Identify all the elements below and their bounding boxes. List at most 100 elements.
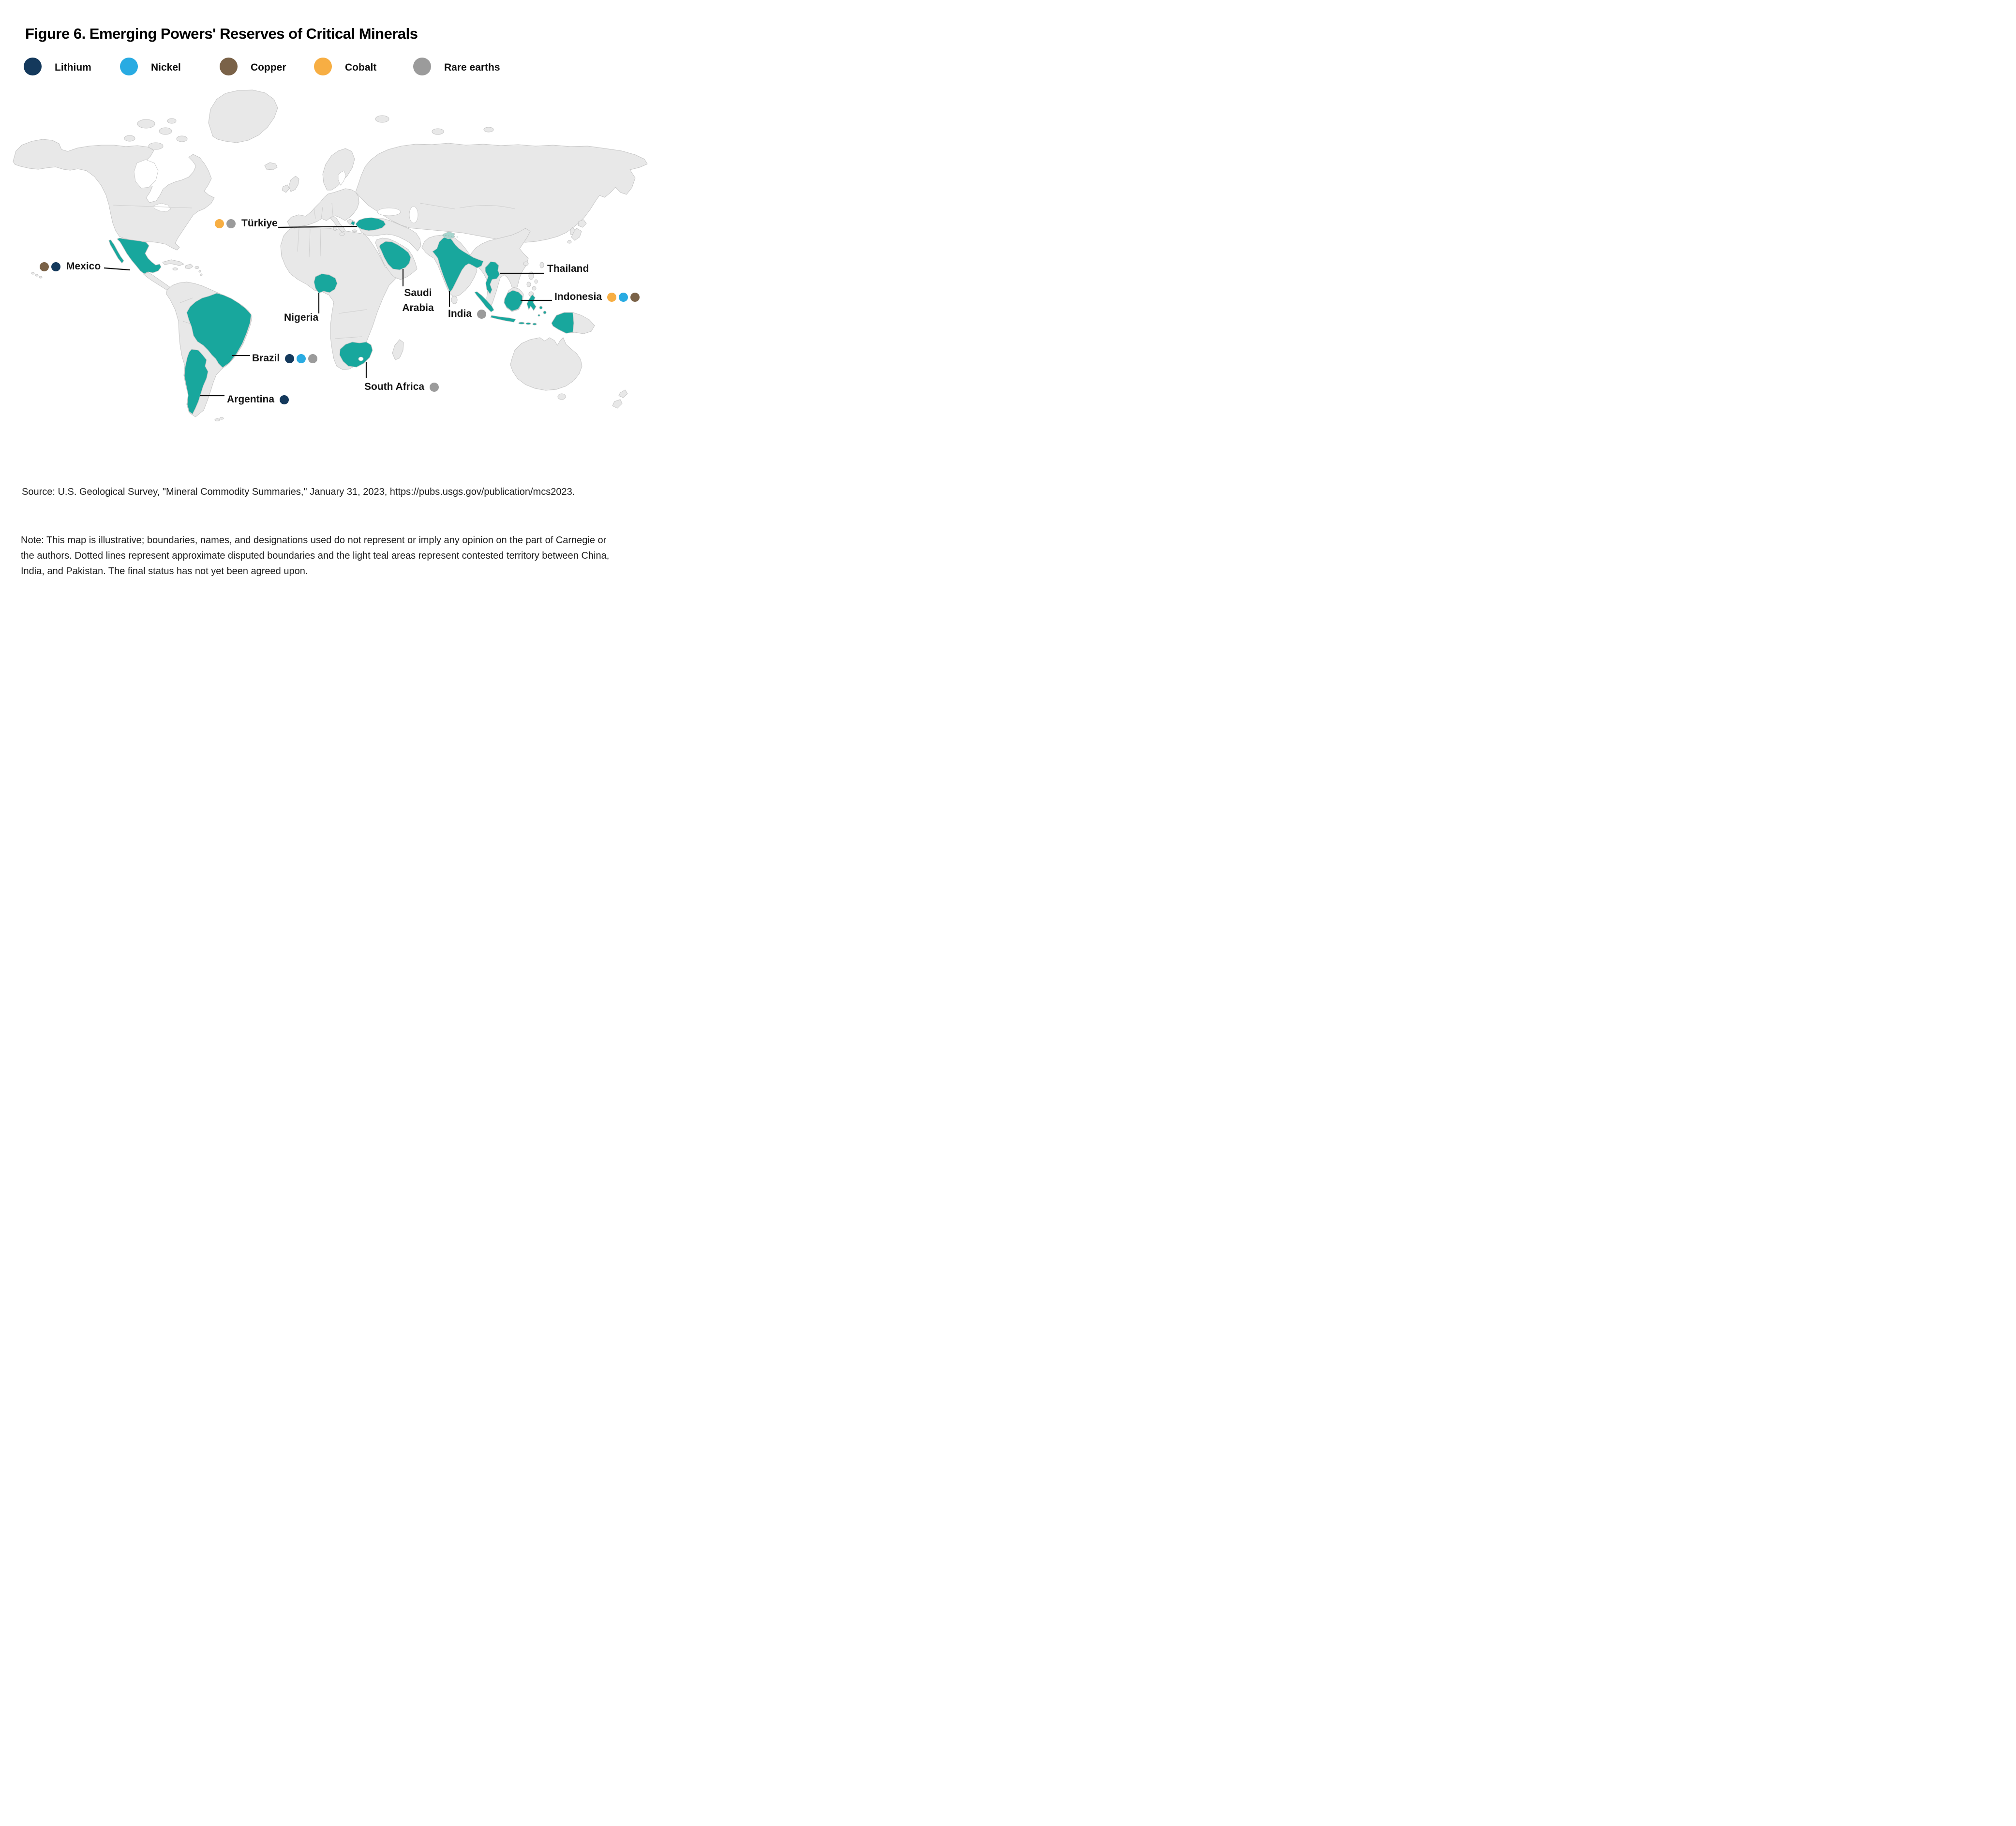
- region-arctic-island: [167, 118, 177, 124]
- nickel-dot: [619, 292, 628, 302]
- region-cuba: [162, 259, 184, 266]
- region-philippines: [534, 279, 538, 284]
- saudi-label-line2: Arabia: [402, 302, 434, 313]
- legend-label: Copper: [251, 62, 286, 73]
- disputed-kashmir: [443, 231, 455, 239]
- legend-item-cobalt: Cobalt: [314, 58, 376, 77]
- region-arctic-island: [432, 128, 444, 135]
- region-sicily: [339, 232, 345, 236]
- country-mexico-baja: [108, 239, 124, 264]
- nickel-dot: [297, 354, 306, 363]
- legend-label: Lithium: [55, 62, 91, 73]
- country-indonesia-lesser-sunda: [518, 322, 525, 325]
- indonesia-dot-group: [607, 292, 640, 302]
- disputed-boundary: [442, 235, 458, 238]
- label-indonesia: Indonesia: [554, 291, 640, 303]
- lithium-dot: [280, 395, 289, 404]
- border-us-canada: [112, 205, 193, 208]
- nickel-dot: [120, 58, 138, 75]
- country-indonesia-java: [490, 315, 516, 323]
- lithium-dot: [51, 262, 60, 271]
- region-north-america: [13, 139, 215, 251]
- brazil-dot-group: [285, 354, 318, 363]
- border-europe: [314, 208, 316, 219]
- region-uk: [288, 176, 299, 192]
- highlighted-countries: [108, 217, 574, 415]
- rare-earths-dot: [226, 219, 236, 228]
- country-turkiye: [355, 217, 386, 231]
- country-indonesia-lesser-sunda: [532, 323, 537, 326]
- region-arctic-island: [137, 119, 155, 129]
- india-label-text: India: [448, 308, 472, 319]
- region-tasmania: [557, 393, 566, 400]
- region-philippines: [532, 286, 537, 291]
- region-crete: [352, 229, 358, 232]
- leader-lines: [104, 225, 552, 397]
- legend-dot-group: [120, 58, 151, 78]
- region-hainan: [523, 261, 529, 266]
- lesotho-cutout: [358, 356, 364, 361]
- country-indonesia-sumatra: [474, 291, 494, 312]
- region-falklands: [219, 417, 224, 420]
- region-japan-hokkaido: [578, 219, 587, 228]
- region-taiwan: [539, 262, 544, 268]
- baltic-sea: [338, 170, 346, 186]
- cobalt-dot: [607, 292, 617, 302]
- legend-label: Rare earths: [444, 62, 500, 73]
- country-south-africa: [339, 341, 373, 368]
- great-lakes: [153, 203, 171, 212]
- argentina-dot-group: [280, 395, 289, 404]
- legend-label: Nickel: [151, 62, 181, 73]
- turkiye-label-text: Türkiye: [241, 218, 278, 229]
- legend-dot-group: [24, 58, 55, 78]
- legend-item-rare-earths: Rare earths: [413, 58, 500, 78]
- country-saudi-arabia: [379, 241, 411, 270]
- legend-item-lithium: Lithium: [24, 58, 91, 78]
- label-mexico: Mexico: [40, 261, 101, 272]
- country-indonesia-moluccas: [538, 314, 540, 317]
- label-nigeria: Nigeria: [284, 312, 318, 324]
- region-hawaii: [35, 274, 39, 277]
- leader-turkiye: [278, 225, 358, 228]
- argentina-label-text: Argentina: [227, 394, 275, 405]
- indonesia-label-text: Indonesia: [554, 291, 602, 302]
- cobalt-dot: [215, 219, 224, 228]
- region-jamaica: [172, 267, 178, 270]
- region-puerto-rico: [194, 266, 199, 269]
- region-russia-asia: [355, 143, 648, 243]
- region-antilles: [198, 270, 201, 273]
- label-thailand: Thailand: [547, 263, 589, 275]
- region-madagascar: [392, 339, 404, 360]
- border-africa: [338, 309, 367, 314]
- leader-mexico: [104, 267, 131, 271]
- country-brazil: [186, 293, 252, 368]
- label-saudi-arabia: Saudi Arabia: [399, 285, 437, 315]
- rare-earths-dot: [413, 58, 431, 75]
- region-new-zealand: [618, 389, 628, 398]
- border-europe: [331, 203, 333, 215]
- label-argentina: Argentina: [227, 394, 289, 405]
- world-map: [13, 89, 648, 421]
- border-africa: [335, 336, 362, 339]
- country-indonesia-kalimantan: [504, 290, 523, 312]
- region-hawaii: [39, 276, 43, 279]
- country-turkiye-thrace: [350, 221, 356, 226]
- region-japan-kyushu: [567, 240, 572, 244]
- region-falklands: [214, 418, 220, 421]
- region-japan-honshu: [571, 228, 582, 241]
- copper-dot: [220, 58, 238, 75]
- region-new-zealand: [612, 399, 623, 409]
- country-india: [432, 236, 484, 293]
- legend-item-copper: Copper: [220, 58, 286, 77]
- copper-dot: [40, 262, 49, 271]
- landmasses: [13, 89, 648, 421]
- country-mexico: [117, 238, 162, 274]
- caspian-sea: [409, 206, 418, 223]
- figure-page: Figure 6. Emerging Powers' Reserves of C…: [0, 0, 672, 609]
- legend-dot-group: [413, 58, 444, 78]
- rare-earths-dot: [308, 354, 318, 363]
- copper-dot: [630, 292, 640, 302]
- country-thailand: [485, 261, 500, 295]
- south-africa-dot-group: [430, 382, 439, 392]
- india-dot-group: [477, 309, 487, 319]
